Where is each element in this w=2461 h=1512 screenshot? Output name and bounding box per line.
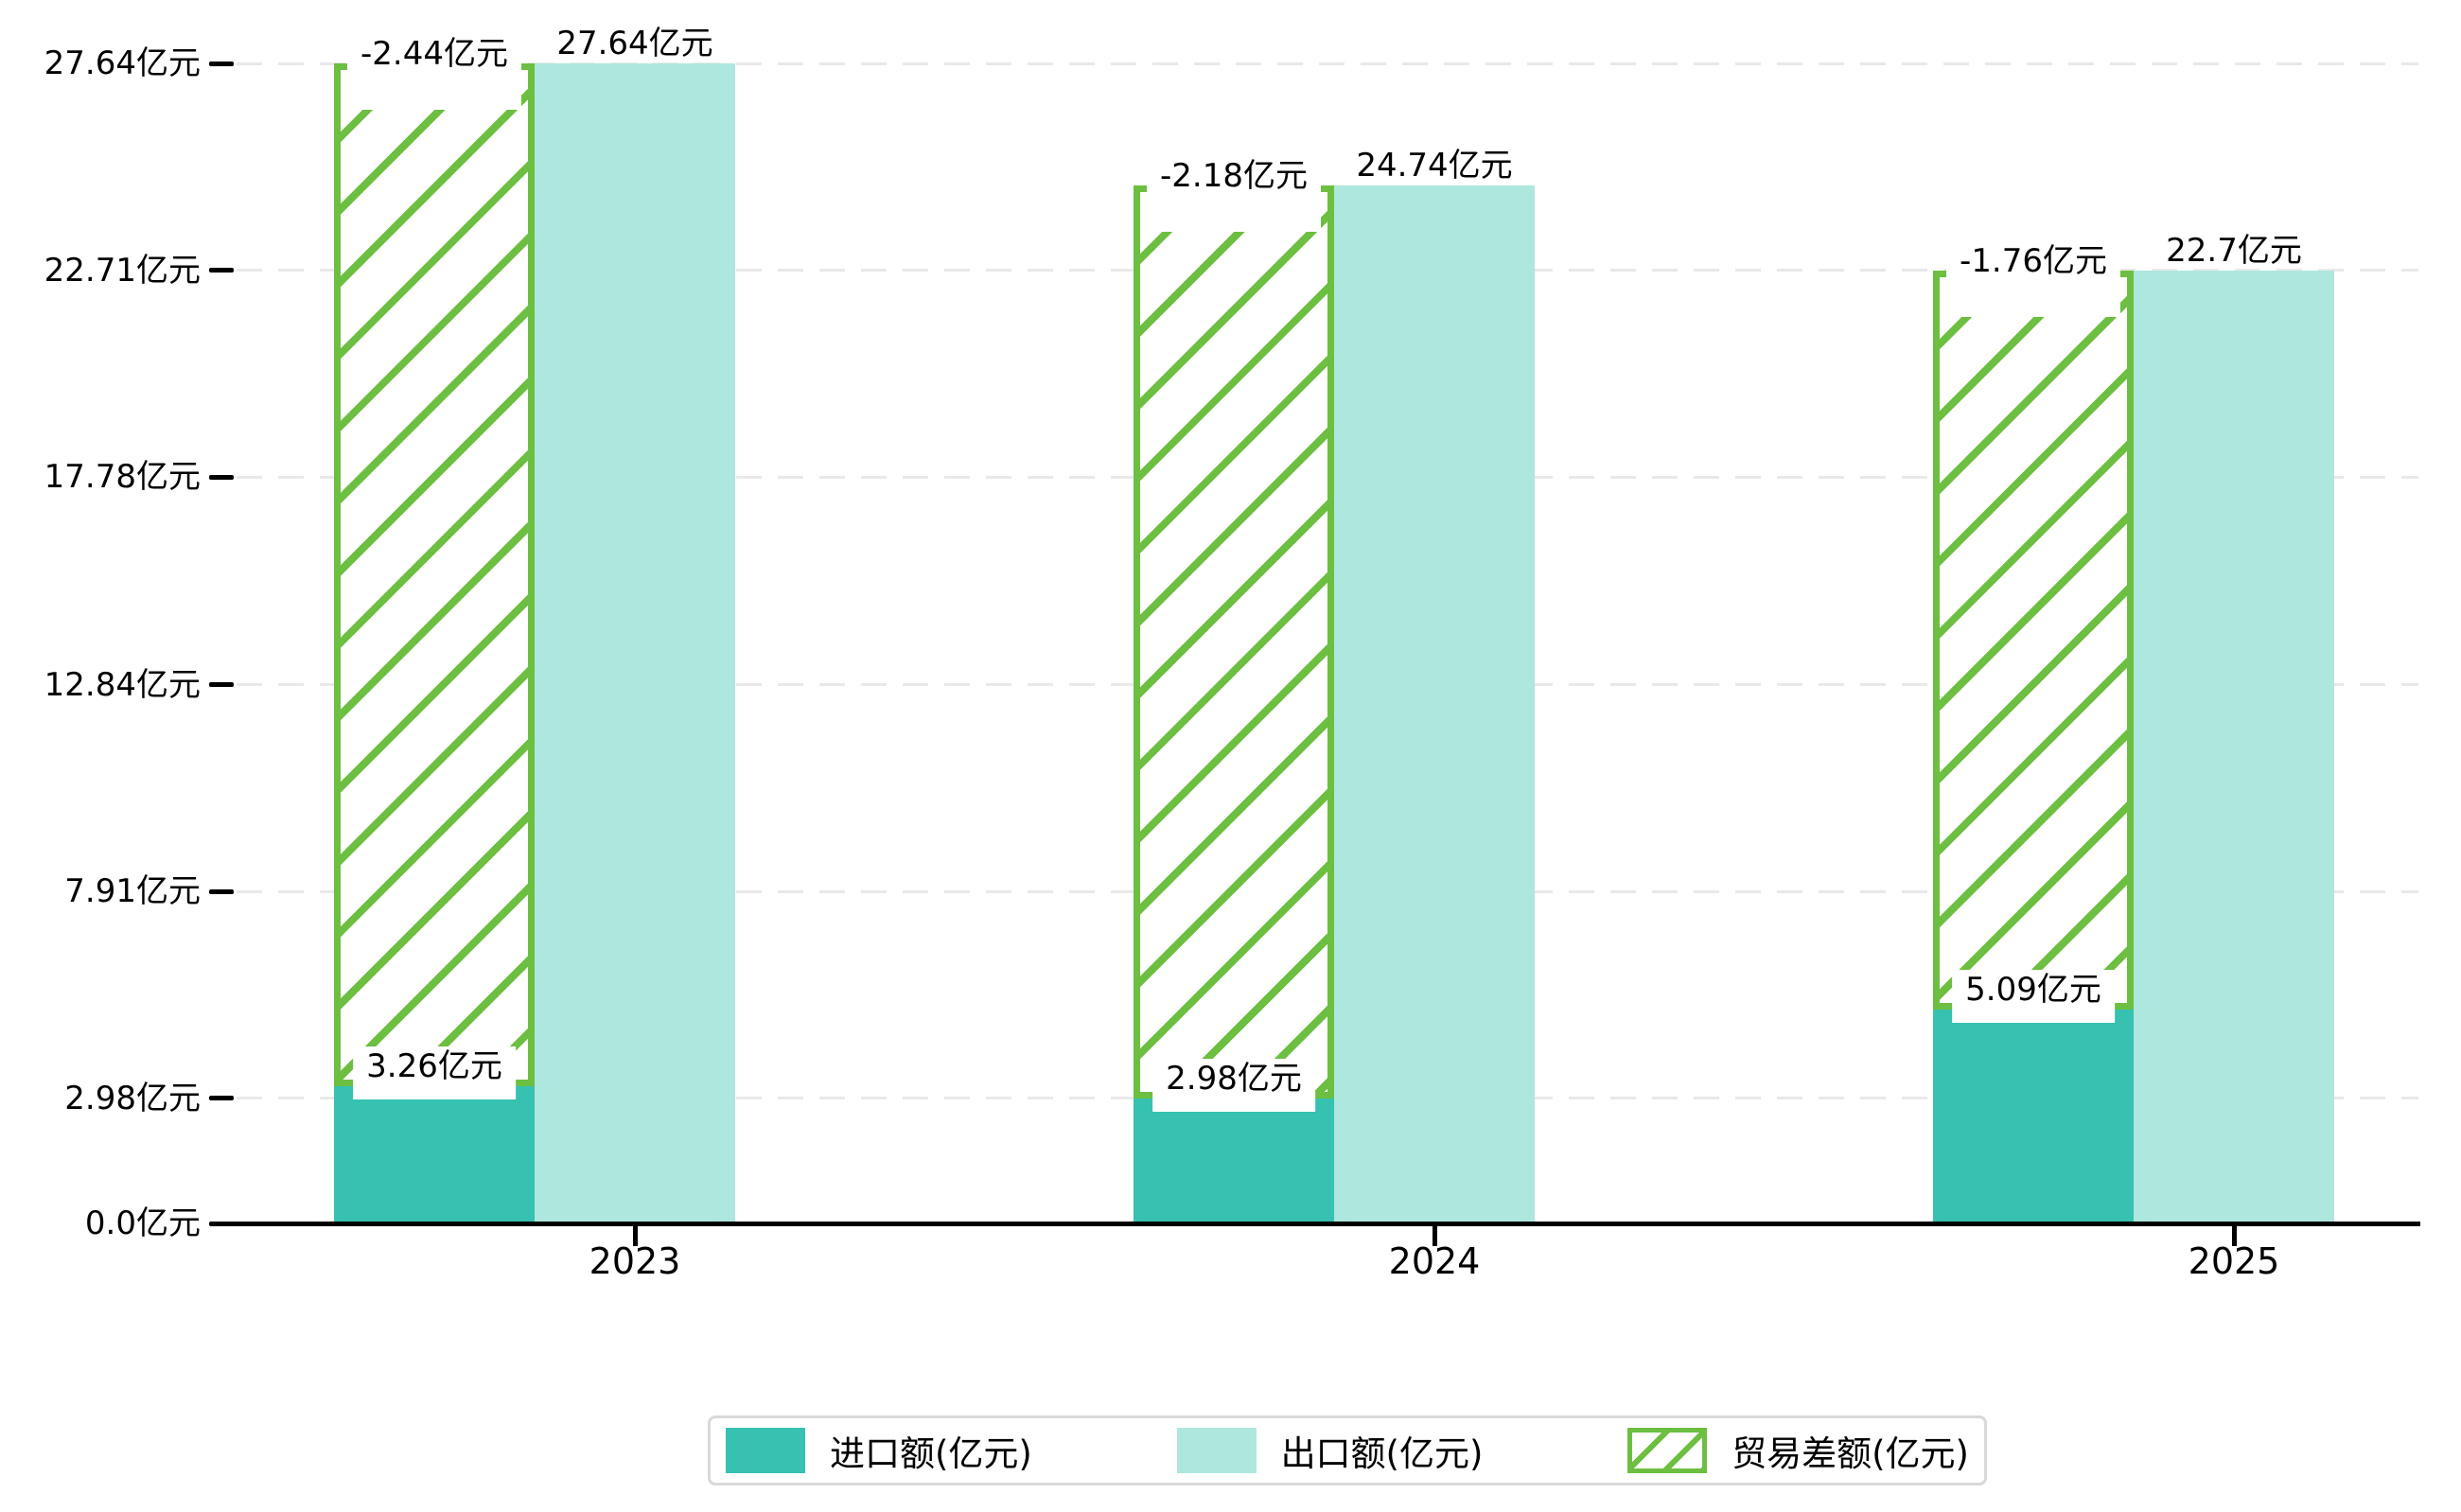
label-import-2024: 2.98亿元 bbox=[1152, 1058, 1315, 1112]
x-axis-tick bbox=[632, 1225, 638, 1246]
y-axis-label: 17.78亿元 bbox=[44, 458, 201, 497]
x-axis-label: 2025 bbox=[2188, 1240, 2280, 1282]
label-import-2023: 3.26亿元 bbox=[353, 1046, 516, 1100]
y-axis-tick bbox=[209, 1096, 234, 1101]
label-export-2023: 27.64亿元 bbox=[547, 26, 723, 62]
y-axis-tick bbox=[209, 474, 234, 480]
bar-balance-2025 bbox=[1933, 271, 2134, 1011]
legend-label-import: 进口额(亿元) bbox=[830, 1433, 1032, 1474]
y-axis-label: 27.64亿元 bbox=[44, 44, 201, 83]
x-axis-tick bbox=[1432, 1225, 1437, 1246]
y-axis-tick bbox=[209, 888, 234, 894]
y-axis-tick bbox=[209, 61, 234, 66]
legend-item-import: 进口额(亿元) bbox=[726, 1425, 1032, 1476]
label-balance-2024: -2.18亿元 bbox=[1147, 155, 1321, 232]
y-axis-label: 7.91亿元 bbox=[64, 872, 201, 911]
import-swatch-icon bbox=[726, 1428, 805, 1473]
y-axis-tick bbox=[209, 268, 234, 273]
x-axis-label: 2023 bbox=[589, 1240, 681, 1282]
legend-label-export: 出口额(亿元) bbox=[1280, 1433, 1484, 1474]
bar-import-2024 bbox=[1134, 1098, 1334, 1223]
legend-item-balance: 贸易差额(亿元) bbox=[1627, 1425, 1969, 1476]
y-axis-tick bbox=[209, 682, 234, 688]
label-export-2025: 22.7亿元 bbox=[2156, 233, 2312, 270]
label-import-2025: 5.09亿元 bbox=[1952, 970, 2115, 1024]
legend-item-export: 出口额(亿元) bbox=[1176, 1425, 1484, 1476]
y-axis-tick bbox=[209, 1221, 234, 1226]
y-axis-label: 22.71亿元 bbox=[44, 251, 201, 290]
y-axis-label: 2.98亿元 bbox=[64, 1079, 201, 1117]
bar-export-2024 bbox=[1334, 185, 1535, 1223]
bar-import-2023 bbox=[334, 1086, 535, 1223]
label-export-2024: 24.74亿元 bbox=[1346, 147, 1522, 184]
bar-import-2025 bbox=[1933, 1010, 2134, 1223]
y-axis-label: 0.0亿元 bbox=[84, 1204, 201, 1242]
label-balance-2025: -1.76亿元 bbox=[1946, 241, 2120, 318]
x-axis-label: 2024 bbox=[1388, 1240, 1481, 1282]
legend: 进口额(亿元) 出口额(亿元) 贸易差额(亿元) bbox=[708, 1415, 1987, 1486]
label-balance-2023: -2.44亿元 bbox=[347, 34, 521, 111]
gridline bbox=[237, 62, 2418, 65]
x-axis-line bbox=[225, 1221, 2420, 1226]
y-axis-label: 12.84亿元 bbox=[44, 665, 201, 704]
x-axis-tick bbox=[2231, 1225, 2237, 1246]
bar-export-2025 bbox=[2134, 271, 2334, 1223]
legend-label-balance: 贸易差额(亿元) bbox=[1731, 1433, 1969, 1474]
export-swatch-icon bbox=[1176, 1428, 1257, 1473]
bar-export-2023 bbox=[535, 63, 735, 1223]
bar-balance-2024 bbox=[1134, 185, 1334, 1099]
hatch-swatch-icon bbox=[1627, 1428, 1708, 1473]
bar-balance-2023 bbox=[334, 63, 535, 1087]
